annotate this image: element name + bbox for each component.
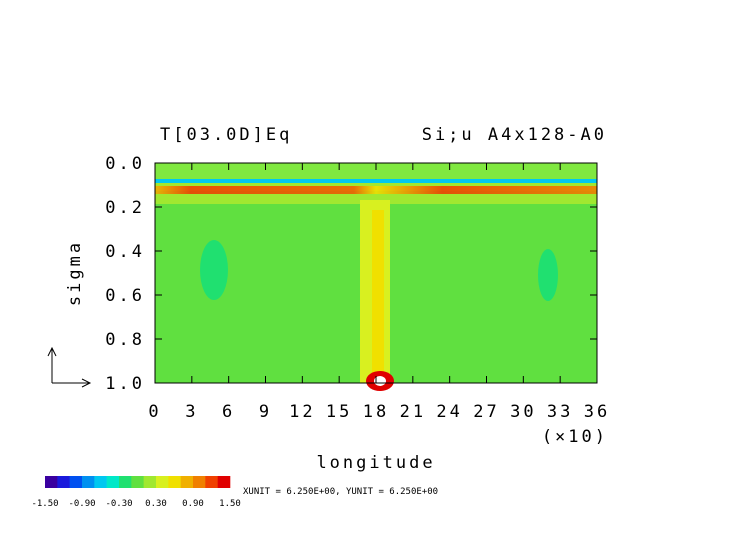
x-tick-label: 33 bbox=[547, 402, 573, 422]
colorbar-label: -1.50 bbox=[31, 499, 58, 509]
colorbar-label: -0.90 bbox=[68, 499, 95, 509]
colorbar-swatch bbox=[69, 476, 83, 488]
colorbar-swatch bbox=[217, 476, 231, 488]
title: T[03.0D]Eq bbox=[160, 125, 292, 145]
field bbox=[155, 163, 597, 391]
colorbar-swatch bbox=[131, 476, 144, 488]
y-tick-label: 0.0 bbox=[105, 154, 145, 174]
unit-note: XUNIT = 6.250E+00, YUNIT = 6.250E+00 bbox=[243, 487, 438, 497]
x-tick-label: 24 bbox=[436, 402, 462, 422]
colorbar-swatch bbox=[205, 476, 218, 488]
colorbar-swatch bbox=[82, 476, 95, 488]
subtitle: Si;u A4x128-A0 bbox=[422, 125, 607, 145]
y-tick-label: 0.8 bbox=[105, 330, 145, 350]
colorbar-label: 1.50 bbox=[219, 499, 241, 509]
x-tick-label: 9 bbox=[259, 402, 272, 422]
colorbar-label: 0.90 bbox=[182, 499, 204, 509]
colorbar-swatch bbox=[193, 476, 206, 488]
x-tick-label: 21 bbox=[400, 402, 426, 422]
reference-vector bbox=[47, 346, 92, 388]
x-tick-label: 0 bbox=[148, 402, 161, 422]
colorbar-swatch bbox=[106, 476, 120, 488]
colorbar-swatch bbox=[45, 476, 58, 488]
x-tick-label: 27 bbox=[473, 402, 499, 422]
colorbar-swatch bbox=[180, 476, 194, 488]
colorbar-label: -0.30 bbox=[105, 499, 132, 509]
x-tick-label: 6 bbox=[222, 402, 235, 422]
x-tick-label: 12 bbox=[289, 402, 315, 422]
colorbar-swatch bbox=[57, 476, 70, 488]
y-label: sigma bbox=[65, 240, 85, 306]
colorbar-swatch bbox=[143, 476, 157, 488]
x-tick-label: 18 bbox=[363, 402, 389, 422]
x-tick-label: 30 bbox=[510, 402, 536, 422]
colorbar-swatch bbox=[94, 476, 107, 488]
colorbar-swatch bbox=[168, 476, 181, 488]
y-tick-label: 0.2 bbox=[105, 198, 145, 218]
x-scale-note: (×10) bbox=[542, 427, 608, 447]
y-tick-label: 1.0 bbox=[105, 374, 145, 394]
x-tick-label: 3 bbox=[185, 402, 198, 422]
colorbar-swatch bbox=[156, 476, 169, 488]
y-tick-label: 0.4 bbox=[105, 242, 145, 262]
x-tick-label: 36 bbox=[584, 402, 610, 422]
x-label: longitude bbox=[316, 453, 435, 473]
y-tick-label: 0.6 bbox=[105, 286, 145, 306]
colorbar-swatch bbox=[119, 476, 132, 488]
colorbar-label: 0.30 bbox=[145, 499, 167, 509]
x-tick-label: 15 bbox=[326, 402, 352, 422]
